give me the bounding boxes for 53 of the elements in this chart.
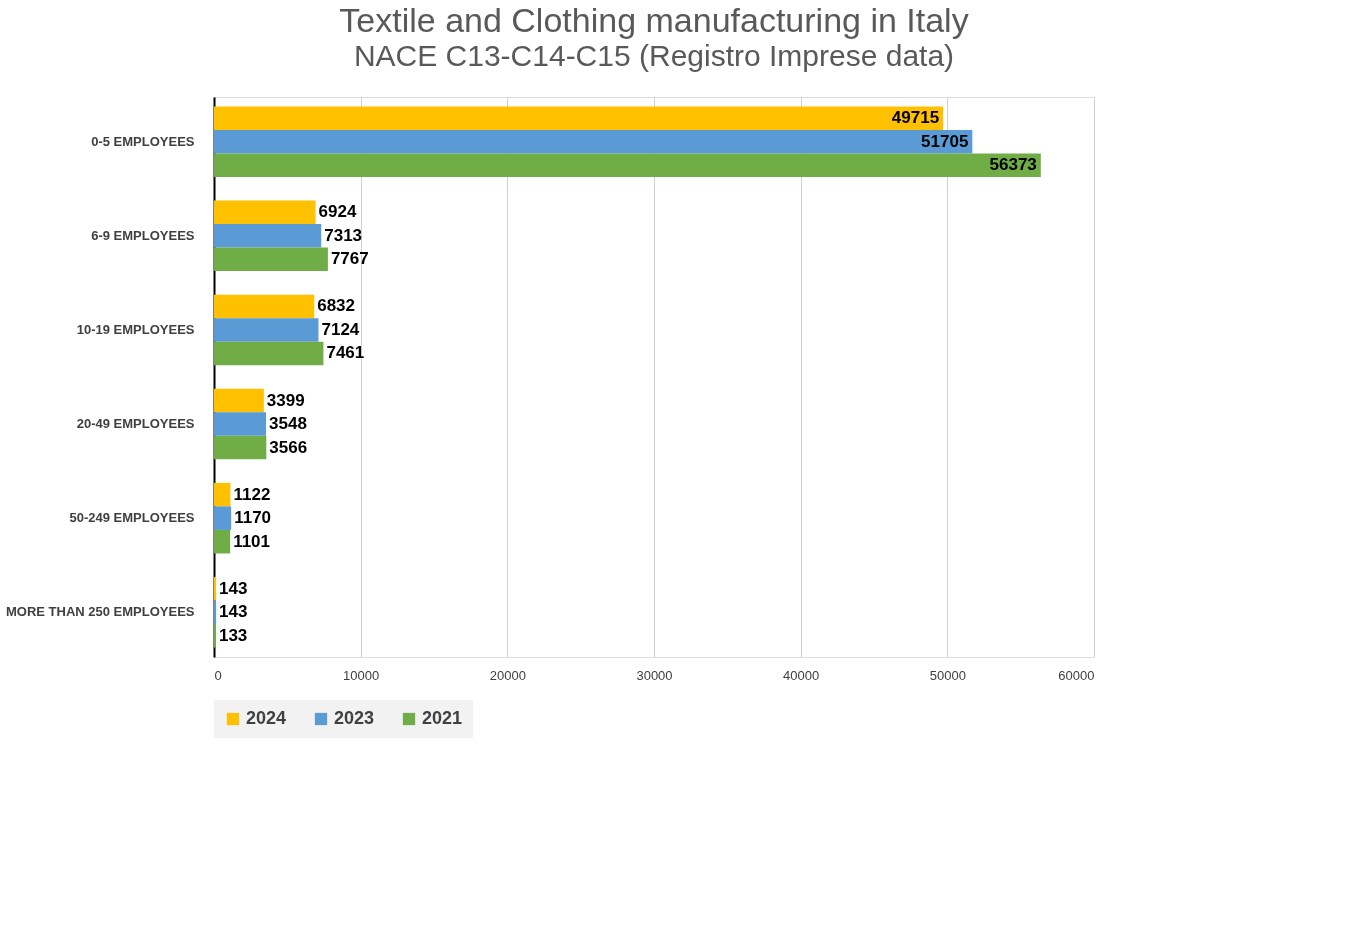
bar: [214, 506, 232, 530]
data-label: 6832: [317, 296, 356, 316]
legend-label: 2021: [422, 708, 463, 728]
bar: [214, 529, 231, 554]
bar: [214, 388, 264, 413]
data-label: 133: [218, 625, 248, 645]
x-tick-label: 50000: [929, 667, 966, 683]
chart-subtitle: NACE C13-C14-C15 (Registro Imprese data): [353, 39, 955, 72]
data-label: 49715: [891, 108, 940, 128]
y-tick-label: 20-49 EMPLOYEES: [76, 416, 195, 432]
bar: [214, 129, 973, 154]
x-tick-label: 30000: [636, 667, 673, 683]
x-tick-label: 10000: [343, 667, 380, 683]
data-label: 143: [219, 602, 248, 622]
bar: [214, 482, 231, 507]
bar: [214, 153, 1041, 177]
legend-label: 2023: [334, 708, 375, 728]
data-label: 56373: [989, 155, 1037, 175]
bar: [214, 200, 316, 225]
y-tick-label: 10-19 EMPLOYEES: [76, 321, 195, 337]
data-label: 6924: [318, 202, 357, 222]
x-tick-label: 20000: [489, 667, 526, 683]
bar: [214, 435, 267, 460]
bar: [214, 106, 944, 130]
y-tick-label: 50-249 EMPLOYEES: [69, 510, 195, 526]
bar: [214, 247, 328, 272]
data-label: 3399: [266, 390, 305, 410]
data-label: 3548: [269, 414, 307, 434]
y-tick-label: 0-5 EMPLOYEES: [91, 133, 195, 149]
x-tick-label: 0: [214, 667, 222, 683]
bar: [214, 318, 319, 342]
y-tick-label: 6-9 EMPLOYEES: [91, 227, 195, 243]
data-label: 143: [219, 578, 248, 598]
x-tick-label: 40000: [783, 667, 820, 683]
data-label: 1101: [233, 531, 271, 551]
bar: [214, 600, 217, 625]
bar: [214, 224, 322, 248]
data-label: 7767: [330, 249, 369, 269]
data-label: 1122: [233, 484, 271, 504]
bar: [214, 341, 324, 366]
data-label: 7313: [324, 225, 363, 245]
bar: [214, 294, 315, 319]
bar: [214, 412, 267, 436]
data-label: 3566: [269, 437, 308, 457]
data-label: 7124: [321, 319, 360, 339]
data-label: 7461: [326, 343, 365, 363]
data-label: 1170: [234, 508, 272, 528]
x-tick-label: 60000: [1058, 667, 1095, 683]
chart-title: Textile and Clothing manufacturing in Italy: [339, 1, 969, 39]
bar: [214, 577, 217, 601]
data-label: 51705: [921, 131, 969, 151]
legend-label: 2024: [246, 708, 287, 728]
y-tick-label: MORE THAN 250 EMPLOYEES: [5, 604, 195, 620]
